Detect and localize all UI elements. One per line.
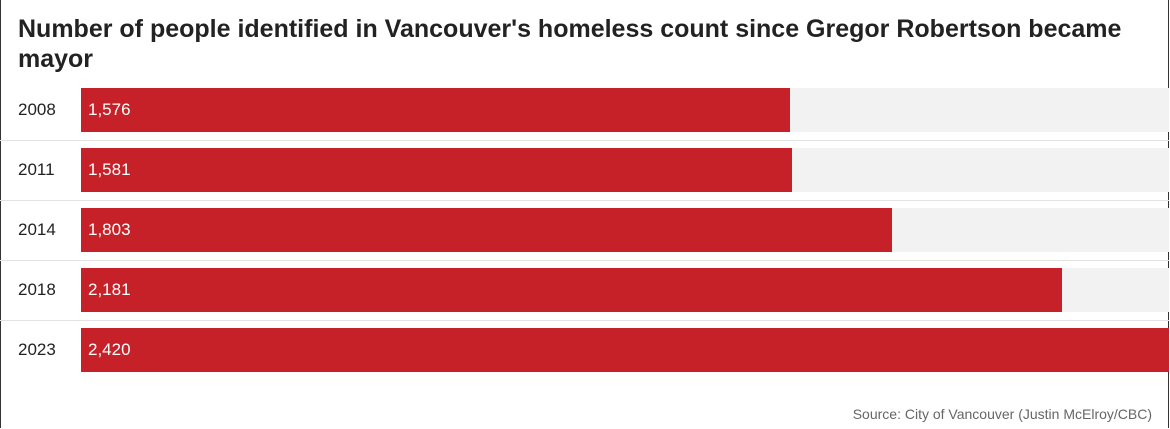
chart-source: Source: City of Vancouver (Justin McElro… [852, 406, 1152, 422]
row-divider [0, 140, 1169, 141]
bar-row-2011: 2011 1,581 [0, 148, 1169, 208]
bar-track: 1,576 [81, 88, 1169, 132]
bar-row-2008: 2008 1,576 [0, 88, 1169, 148]
category-label: 2011 [18, 160, 55, 179]
chart-title: Number of people identified in Vancouver… [18, 15, 1122, 73]
bar-2008: 1,576 [81, 88, 790, 132]
row-divider [0, 320, 1169, 321]
value-label: 2,420 [88, 340, 131, 359]
bar-track: 2,420 [81, 328, 1169, 372]
category-label: 2018 [18, 280, 56, 299]
value-label: 2,181 [88, 280, 131, 299]
bar-2011: 1,581 [81, 148, 792, 192]
bar-track: 1,581 [81, 148, 1169, 192]
bar-row-2018: 2018 2,181 [0, 268, 1169, 328]
value-label: 1,803 [88, 220, 131, 239]
bar-2014: 1,803 [81, 208, 892, 252]
bar-2023: 2,420 [81, 328, 1169, 372]
bar-track: 1,803 [81, 208, 1169, 252]
row-divider [0, 260, 1169, 261]
bar-row-2014: 2014 1,803 [0, 208, 1169, 268]
category-label: 2008 [18, 100, 56, 119]
category-label: 2014 [18, 220, 56, 239]
bar-2018: 2,181 [81, 268, 1062, 312]
category-label: 2023 [18, 340, 56, 359]
row-divider [0, 200, 1169, 201]
value-label: 1,576 [88, 100, 131, 119]
bar-track: 2,181 [81, 268, 1169, 312]
bar-row-2023: 2023 2,420 [0, 328, 1169, 388]
value-label: 1,581 [88, 160, 131, 179]
